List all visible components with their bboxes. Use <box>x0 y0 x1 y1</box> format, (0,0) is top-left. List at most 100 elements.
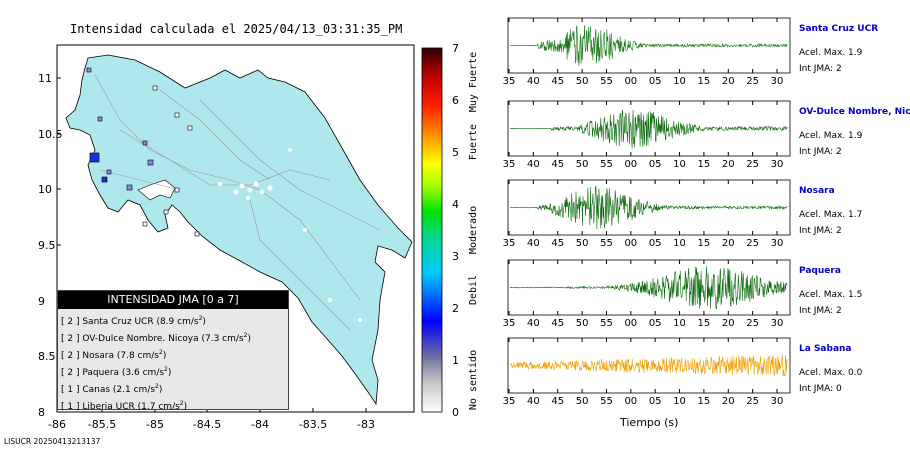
colorbar-tick-label: 2 <box>452 302 459 315</box>
waveform-tick-label: 30 <box>771 396 784 407</box>
waveform-tick-label: 25 <box>746 159 759 170</box>
waveform-tick-label: 35 <box>503 318 516 329</box>
map-x-tick-label: -85.5 <box>88 418 116 431</box>
waveform-tick-label: 35 <box>503 76 516 87</box>
colorbar-category: Muy Fuerte <box>468 52 479 112</box>
waveform-tick-label: 20 <box>722 76 735 87</box>
legend-item: [ 2 ] Santa Cruz UCR (8.9 cm/s2) <box>61 315 206 327</box>
waveform-tick-label: 05 <box>649 159 662 170</box>
waveform-tick-label: 20 <box>722 318 735 329</box>
waveform-tick-label: 10 <box>673 76 686 87</box>
station-marker <box>97 116 103 122</box>
legend-item: [ 2 ] OV-Dulce Nombre. Nicoya (7.3 cm/s2… <box>61 332 251 344</box>
map-title: Intensidad calculada el 2025/04/13_03:31… <box>70 22 403 36</box>
waveform-tick-label: 35 <box>503 396 516 407</box>
waveform-trace <box>509 354 788 377</box>
waveform-tick-label: 00 <box>624 238 637 249</box>
waveform-tick-label: 40 <box>527 396 540 407</box>
waveform-tick-label: 35 <box>503 238 516 249</box>
waveform-station-name: Nosara <box>799 186 835 196</box>
map-y-tick-label: 10 <box>38 183 52 196</box>
waveform-tick-label: 40 <box>527 159 540 170</box>
colorbar-category: No sentido <box>468 350 479 410</box>
colorbar <box>421 47 443 413</box>
colorbar-tick-label: 0 <box>452 406 459 419</box>
waveform-tick-label: 15 <box>698 318 711 329</box>
waveform-tick-label: 50 <box>576 238 589 249</box>
map-y-tick-label: 11 <box>38 72 52 85</box>
colorbar-tick-label: 1 <box>452 354 459 367</box>
waveform-tick-label: 55 <box>600 396 613 407</box>
waveform-tick-label: 20 <box>722 159 735 170</box>
waveform-accel: Acel. Max. 1.9 <box>799 48 863 58</box>
waveform-station-name: Paquera <box>799 266 841 276</box>
waveform-tick-label: 00 <box>624 396 637 407</box>
waveform-tick-label: 30 <box>771 76 784 87</box>
waveform-trace <box>509 185 788 230</box>
station-marker <box>126 184 133 191</box>
land-shape <box>65 54 413 406</box>
colorbar-tick-label: 3 <box>452 250 459 263</box>
waveform-tick-label: 35 <box>503 159 516 170</box>
map-x-axis: -86 -85.5 -85 -84.5 -84 -83.5 -83 <box>48 408 375 431</box>
station-marker <box>163 209 169 215</box>
station-marker <box>194 231 200 237</box>
waveform-tick-label: 15 <box>698 238 711 249</box>
waveform-station-name: OV-Dulce Nombre, Nico <box>799 107 910 117</box>
colorbar-ticks: 7 6 5 4 3 2 1 0 <box>452 42 459 419</box>
colorbar-tick-label: 4 <box>452 198 459 211</box>
map-x-tick-label: -85 <box>146 418 164 431</box>
legend-list: [ 2 ] Santa Cruz UCR (8.9 cm/s2) [ 2 ] OV… <box>58 309 288 414</box>
station-marker-nosara <box>101 176 108 183</box>
map-x-tick-label: -84.5 <box>193 418 221 431</box>
waveform-intensity: Int JMA: 2 <box>799 147 842 157</box>
waveform-trace <box>509 109 788 149</box>
waveform-tick-label: 25 <box>746 238 759 249</box>
waveform-tick-label: 10 <box>673 396 686 407</box>
waveform-tick-label: 50 <box>576 76 589 87</box>
colorbar-tick-label: 5 <box>452 146 459 159</box>
waveform-trace <box>509 266 788 310</box>
map-y-tick-label: 8.5 <box>38 350 56 363</box>
waveform-tick-label: 55 <box>600 318 613 329</box>
map-y-tick-label: 10.5 <box>38 128 63 141</box>
waveform-tick-label: 45 <box>551 159 564 170</box>
waveform-tick-label: 30 <box>771 318 784 329</box>
colorbar-tick-label: 7 <box>452 42 459 55</box>
waveform-intensity: Int JMA: 2 <box>799 226 842 236</box>
waveform-tick-label: 55 <box>600 76 613 87</box>
waveform-tick-label: 05 <box>649 76 662 87</box>
waveform-tick-label: 30 <box>771 238 784 249</box>
colorbar-tick-label: 6 <box>452 94 459 107</box>
waveform-tick-label: 45 <box>551 76 564 87</box>
waveform-tick-label: 10 <box>673 238 686 249</box>
legend-item: [ 2 ] Nosara (7.8 cm/s2) <box>61 349 167 361</box>
waveform-tick-label: 15 <box>698 396 711 407</box>
waveform-xlabel: Tiempo (s) <box>620 416 679 429</box>
waveform-intensity: Int JMA: 2 <box>799 306 842 316</box>
colorbar-category: Fuerte <box>468 124 479 160</box>
waveform-tick-label: 45 <box>551 396 564 407</box>
map-x-tick-label: -86 <box>48 418 66 431</box>
station-marker <box>86 67 92 73</box>
waveform-tick-label: 40 <box>527 238 540 249</box>
station-marker <box>152 85 158 91</box>
station-marker <box>142 221 148 227</box>
map-y-tick-label: 9.5 <box>38 239 56 252</box>
legend-title: INTENSIDAD JMA [0 a 7] <box>58 291 288 309</box>
roads <box>94 74 381 331</box>
waveform-tick-label: 45 <box>551 238 564 249</box>
waveform-station-name: La Sabana <box>799 344 852 354</box>
waveform-accel: Acel. Max. 1.5 <box>799 290 863 300</box>
waveform-tick-label: 10 <box>673 318 686 329</box>
waveform-tick-label: 30 <box>771 159 784 170</box>
waveform-tick-label: 25 <box>746 76 759 87</box>
station-marker <box>106 169 112 175</box>
waveform-accel: Acel. Max. 1.9 <box>799 131 863 141</box>
waveform-tick-label: 50 <box>576 396 589 407</box>
colorbar-categories: Muy Fuerte Fuerte Moderado Debil No sentido <box>468 52 479 410</box>
waveform-intensity: Int JMA: 0 <box>799 384 842 394</box>
waveform-tick-label: 05 <box>649 238 662 249</box>
map-y-tick-label: 8 <box>38 406 45 419</box>
